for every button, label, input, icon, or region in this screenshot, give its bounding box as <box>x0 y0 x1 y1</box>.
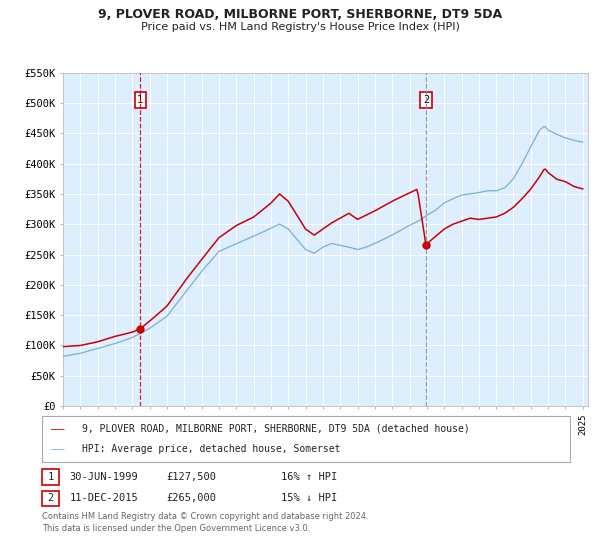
Text: Contains HM Land Registry data © Crown copyright and database right 2024.: Contains HM Land Registry data © Crown c… <box>42 512 368 521</box>
Text: 2: 2 <box>47 493 53 503</box>
Text: 2: 2 <box>423 95 429 105</box>
Text: ——: —— <box>51 424 65 434</box>
Text: 9, PLOVER ROAD, MILBORNE PORT, SHERBORNE, DT9 5DA: 9, PLOVER ROAD, MILBORNE PORT, SHERBORNE… <box>98 8 502 21</box>
Text: This data is licensed under the Open Government Licence v3.0.: This data is licensed under the Open Gov… <box>42 524 310 533</box>
Text: £127,500: £127,500 <box>167 472 217 482</box>
Text: £265,000: £265,000 <box>167 493 217 503</box>
Text: 30-JUN-1999: 30-JUN-1999 <box>70 472 139 482</box>
Text: HPI: Average price, detached house, Somerset: HPI: Average price, detached house, Some… <box>82 444 341 454</box>
Text: ——: —— <box>51 444 65 454</box>
Text: 1: 1 <box>137 95 143 105</box>
Text: 1: 1 <box>47 472 53 482</box>
Text: 9, PLOVER ROAD, MILBORNE PORT, SHERBORNE, DT9 5DA (detached house): 9, PLOVER ROAD, MILBORNE PORT, SHERBORNE… <box>82 424 470 434</box>
Text: 11-DEC-2015: 11-DEC-2015 <box>70 493 139 503</box>
Text: 16% ↑ HPI: 16% ↑ HPI <box>281 472 337 482</box>
Text: Price paid vs. HM Land Registry's House Price Index (HPI): Price paid vs. HM Land Registry's House … <box>140 22 460 32</box>
Text: 15% ↓ HPI: 15% ↓ HPI <box>281 493 337 503</box>
